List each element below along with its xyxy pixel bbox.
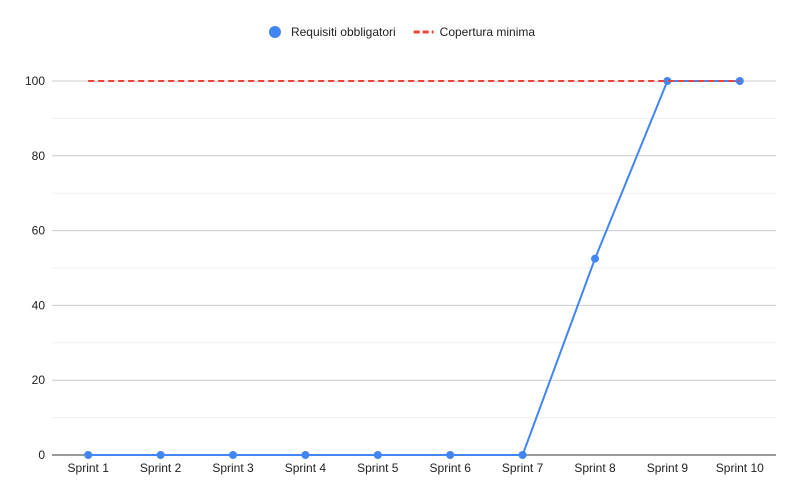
x-axis-tick-labels: Sprint 1 Sprint 2 Sprint 3 Sprint 4 Sprint 5… (68, 461, 765, 475)
x-tick-label: Sprint 3 (212, 461, 254, 475)
y-tick-label: 20 (32, 373, 46, 387)
x-tick-label: Sprint 7 (502, 461, 544, 475)
x-tick-label: Sprint 6 (430, 461, 472, 475)
data-point (301, 451, 310, 459)
legend: Requisiti obbligatori Copertura minima (268, 25, 536, 39)
data-point (84, 451, 93, 459)
x-tick-label: Sprint 8 (574, 461, 616, 475)
x-tick-label: Sprint 5 (357, 461, 399, 475)
data-point (156, 451, 165, 459)
y-tick-label: 60 (32, 224, 46, 238)
legend-label: Requisiti obbligatori (291, 25, 396, 39)
y-tick-label: 0 (38, 448, 45, 462)
x-tick-label: Sprint 9 (647, 461, 689, 475)
data-point (591, 254, 599, 263)
data-point (663, 77, 672, 85)
x-tick-label: Sprint 1 (68, 461, 110, 475)
x-tick-label: Sprint 4 (285, 461, 327, 475)
y-tick-label: 100 (25, 74, 45, 88)
x-tick-label: Sprint 10 (716, 461, 764, 475)
x-tick-label: Sprint 2 (140, 461, 182, 475)
data-point (373, 451, 382, 459)
data-point (446, 451, 455, 459)
y-tick-label: 80 (32, 149, 46, 163)
data-point (229, 451, 237, 459)
series-layer (84, 77, 744, 459)
series-line-1 (88, 80, 740, 456)
legend-label: Copertura minima (440, 25, 536, 39)
y-axis-tick-labels: 0 20 40 60 80 100 (25, 74, 45, 462)
data-point (518, 451, 527, 459)
y-tick-label: 40 (32, 298, 46, 312)
legend-marker-icon (268, 26, 281, 38)
gridlines (52, 80, 776, 456)
